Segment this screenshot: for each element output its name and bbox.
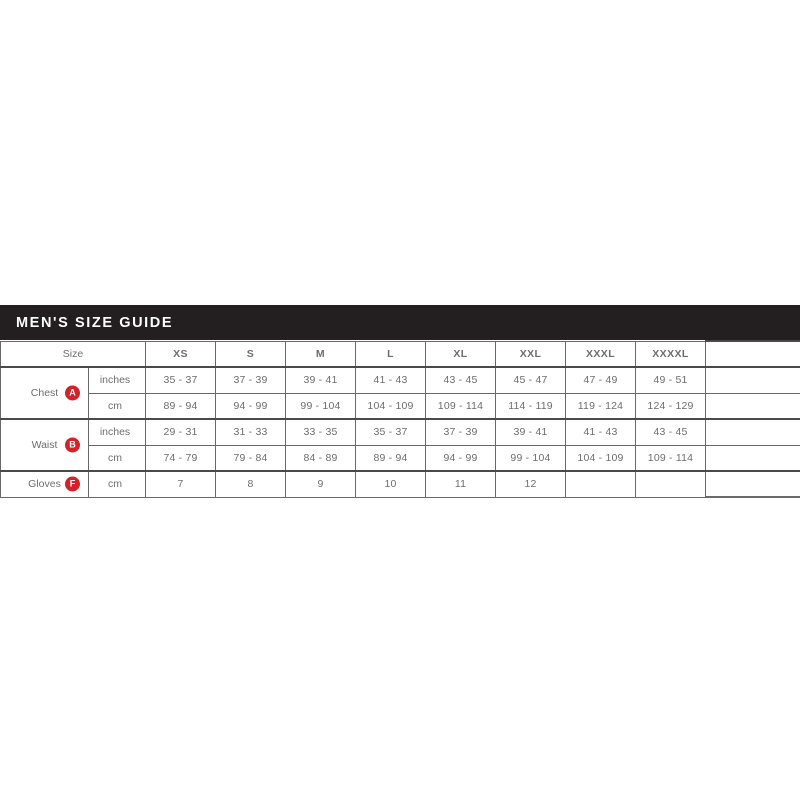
badge-icon-gloves: F — [65, 476, 80, 492]
filler-column-cell — [705, 418, 800, 446]
filler-column-cell — [705, 392, 800, 420]
table-row-chest-inches: Chest A inches 35 - 37 37 - 39 39 - 41 4… — [0, 366, 800, 420]
cell-gloves-cm-l: 10 — [355, 470, 426, 498]
size-header-l: L — [355, 340, 426, 368]
page-title: MEN'S SIZE GUIDE — [16, 314, 174, 331]
cell-waist-cm-xs: 74 - 79 — [145, 444, 216, 472]
table-row-chest-cm: cm 89 - 94 94 - 99 99 - 104 104 - 109 10… — [1, 392, 800, 420]
cell-waist-inches-xxxl: 41 - 43 — [565, 418, 636, 446]
cell-chest-inches-xxxxl: 49 - 51 — [635, 366, 706, 394]
size-header-xl: XL — [425, 340, 496, 368]
cell-gloves-cm-xxxxl — [635, 470, 706, 498]
cell-waist-cm-xxxl: 104 - 109 — [565, 444, 636, 472]
row-label-chest-text: Chest — [30, 387, 59, 399]
row-label-waist-text: Waist — [31, 439, 58, 451]
size-header-xxxxl: XXXXL — [635, 340, 706, 368]
filler-column-cell — [705, 470, 800, 498]
size-header-xxxl: XXXL — [565, 340, 636, 368]
cell-chest-cm-xs: 89 - 94 — [145, 392, 216, 420]
size-header-xs: XS — [145, 340, 216, 368]
unit-waist-inches: inches — [88, 418, 146, 446]
cell-chest-inches-xl: 43 - 45 — [425, 366, 496, 394]
cell-waist-inches-m: 33 - 35 — [285, 418, 356, 446]
cell-chest-inches-xxxl: 47 - 49 — [565, 366, 636, 394]
badge-icon-waist: B — [65, 437, 80, 453]
cell-waist-cm-l: 89 - 94 — [355, 444, 426, 472]
unit-chest-inches: inches — [88, 366, 146, 394]
cell-waist-cm-m: 84 - 89 — [285, 444, 356, 472]
row-label-gloves-text: Gloves — [28, 478, 61, 491]
cell-gloves-cm-xxl: 12 — [495, 470, 566, 498]
row-label-gloves: Gloves F — [0, 470, 89, 498]
cell-gloves-cm-s: 8 — [215, 470, 286, 498]
cell-chest-inches-l: 41 - 43 — [355, 366, 426, 394]
cell-waist-cm-xl: 94 - 99 — [425, 444, 496, 472]
size-chart: Size XS S M L XL XXL XXXL XXXXL Chest — [0, 340, 800, 498]
size-header-s: S — [215, 340, 286, 368]
cell-waist-inches-xxl: 39 - 41 — [495, 418, 566, 446]
cell-chest-cm-xxxxl: 124 - 129 — [635, 392, 706, 420]
size-guide-table: MEN'S SIZE GUIDE Size XS S M L — [0, 305, 800, 498]
cell-waist-cm-xxxxl: 109 - 114 — [635, 444, 706, 472]
row-label-waist: Waist B — [0, 418, 89, 472]
table-row-waist-cm: cm 74 - 79 79 - 84 84 - 89 89 - 94 94 - … — [1, 444, 800, 472]
cell-waist-inches-xs: 29 - 31 — [145, 418, 216, 446]
cell-chest-cm-s: 94 - 99 — [215, 392, 286, 420]
cell-gloves-cm-xl: 11 — [425, 470, 496, 498]
unit-chest-cm: cm — [88, 392, 146, 420]
cell-gloves-cm-xxxl — [565, 470, 636, 498]
cell-waist-inches-xl: 37 - 39 — [425, 418, 496, 446]
cell-chest-cm-xxl: 114 - 119 — [495, 392, 566, 420]
cell-gloves-cm-m: 9 — [285, 470, 356, 498]
header-label-size: Size — [0, 340, 146, 368]
cell-chest-inches-s: 37 - 39 — [215, 366, 286, 394]
cell-chest-inches-xxl: 45 - 47 — [495, 366, 566, 394]
cell-gloves-cm-xs: 7 — [145, 470, 216, 498]
cell-chest-cm-xl: 109 - 114 — [425, 392, 496, 420]
cell-chest-cm-xxxl: 119 - 124 — [565, 392, 636, 420]
size-header-m: M — [285, 340, 356, 368]
cell-waist-inches-l: 35 - 37 — [355, 418, 426, 446]
table-row-gloves-cm: Gloves F cm 7 8 9 10 11 12 — [0, 470, 800, 498]
size-guide-title-bar: MEN'S SIZE GUIDE — [0, 305, 800, 340]
size-header-row: Size XS S M L XL XXL XXXL XXXXL — [0, 340, 800, 368]
table-row-waist-inches: Waist B inches 29 - 31 31 - 33 33 - 35 3… — [0, 418, 800, 472]
header-label-size-text: Size — [62, 347, 84, 360]
filler-column-cell — [705, 340, 800, 368]
cell-waist-inches-s: 31 - 33 — [215, 418, 286, 446]
size-header-xxl: XXL — [495, 340, 566, 368]
cell-chest-cm-m: 99 - 104 — [285, 392, 356, 420]
unit-waist-cm: cm — [88, 444, 146, 472]
cell-waist-cm-xxl: 99 - 104 — [495, 444, 566, 472]
cell-chest-inches-m: 39 - 41 — [285, 366, 356, 394]
cell-chest-inches-xs: 35 - 37 — [145, 366, 216, 394]
cell-waist-cm-s: 79 - 84 — [215, 444, 286, 472]
row-label-chest: Chest A — [0, 366, 89, 420]
filler-column-cell — [705, 366, 800, 394]
cell-chest-cm-l: 104 - 109 — [355, 392, 426, 420]
cell-waist-inches-xxxxl: 43 - 45 — [635, 418, 706, 446]
filler-column-cell — [705, 444, 800, 472]
unit-gloves-cm: cm — [88, 470, 146, 498]
badge-icon-chest: A — [65, 385, 80, 401]
